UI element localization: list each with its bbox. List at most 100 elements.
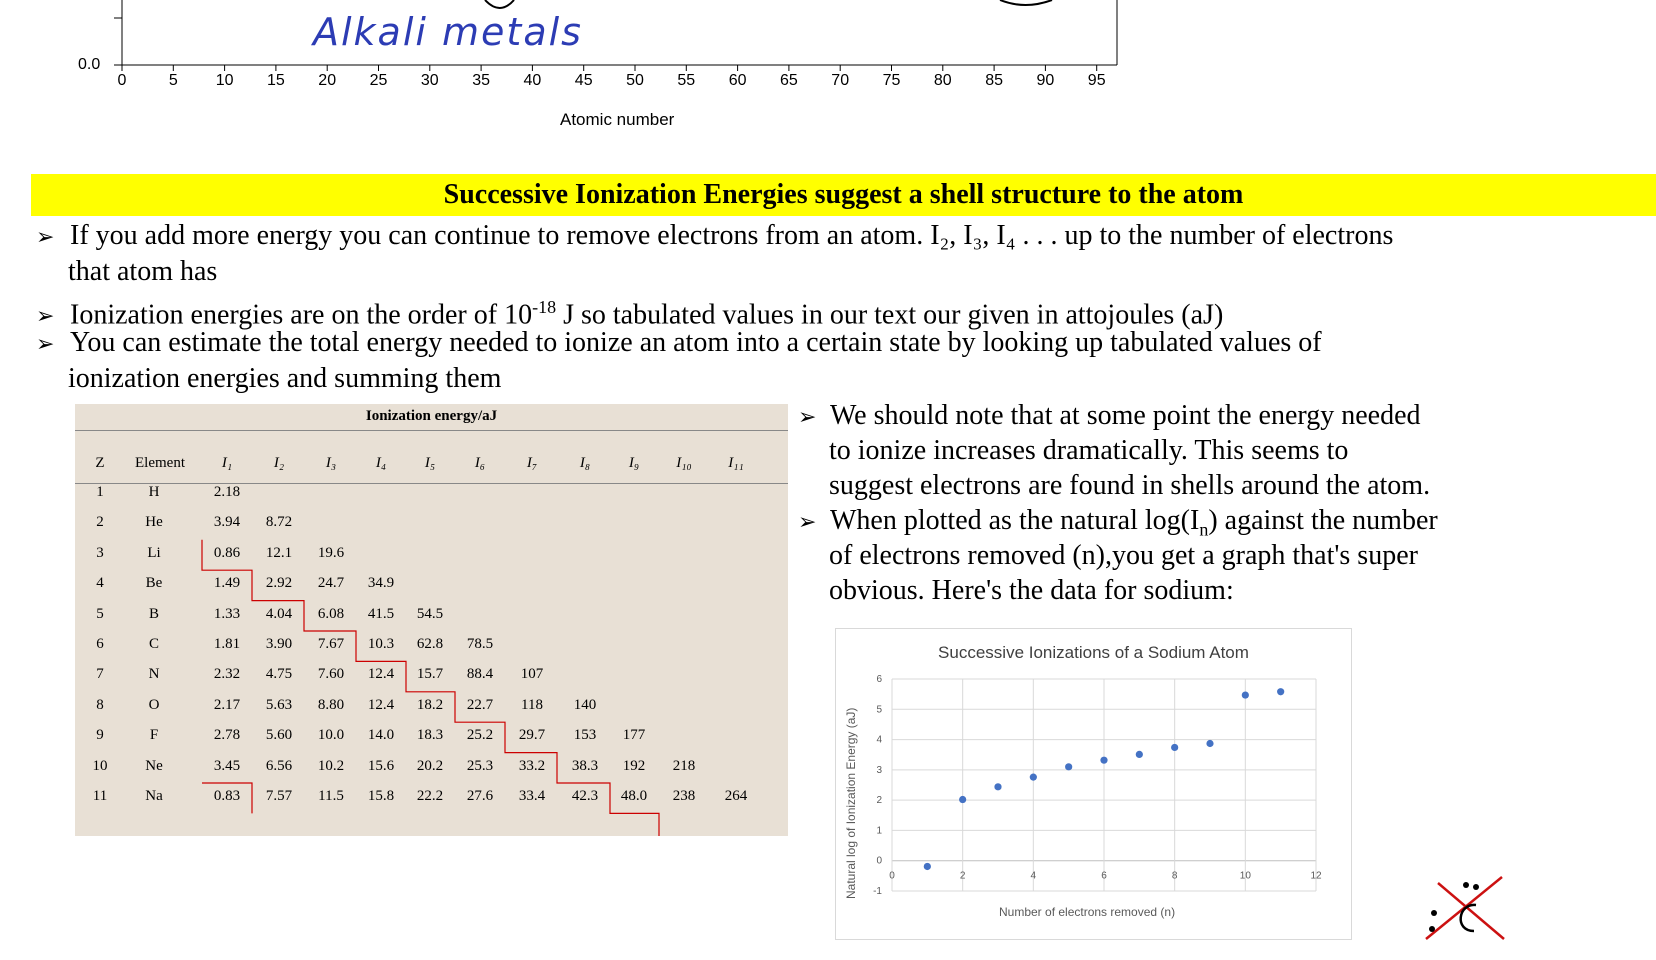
table-cell-value: 20.2 [416, 757, 444, 774]
table-cell-value: 22.2 [416, 788, 444, 804]
x-tick-label: 0 [889, 871, 895, 882]
table-cell-value: 4.04 [265, 605, 293, 622]
bullet-continuation: of electrons removed (n),you get a graph… [829, 540, 1418, 571]
col-header-z: Z [95, 455, 105, 471]
table-cell-value: 27.6 [466, 788, 494, 804]
data-point [1065, 763, 1073, 771]
table-cell-value: 15.7 [416, 666, 444, 683]
data-point [1241, 691, 1249, 699]
bullet-continuation: obvious. Here's the data for sodium: [829, 575, 1234, 606]
y-tick-label: 2 [876, 795, 882, 806]
table-cell-value: 0.83 [213, 788, 241, 804]
table-cell-z: 8 [96, 696, 104, 713]
table-cell-value: 38.3 [571, 757, 599, 774]
table-cell-z: 4 [96, 575, 104, 592]
x-tick-label: 0 [117, 72, 127, 89]
table-cell-value: 192 [622, 757, 646, 774]
bullet-attojoules: ➢ Ionization energies are on the order of… [36, 289, 1223, 335]
bullet-successive-ionization: ➢ If you add more energy you can continue… [36, 218, 1393, 256]
table-cell-value: 11.5 [318, 788, 344, 804]
x-tick-label: 10 [1240, 871, 1252, 882]
y-tick-label: 4 [876, 735, 882, 746]
data-point [994, 783, 1002, 791]
x-tick-label: 80 [933, 72, 952, 89]
table-cell-value: 2.92 [265, 575, 293, 592]
bullet-continuation: ionization energies and summing them [68, 363, 502, 394]
table-cell-z: 2 [96, 514, 104, 531]
bullet-text: When plotted as the natural log(I [830, 505, 1200, 536]
x-tick-label: 55 [677, 72, 696, 89]
x-tick-label: 60 [728, 72, 747, 89]
table-cell-value: 8.80 [317, 696, 345, 713]
table-cell-z: 9 [96, 727, 104, 744]
handwritten-x-mark-icon [1425, 876, 1505, 940]
section-banner: Successive Ionization Energies suggest a… [31, 174, 1656, 216]
ionization-energy-table: Ionization energy/aJ Z Element I₁ I₂ I₃ I₄ I… [75, 404, 788, 836]
table-cell-value: 2.32 [213, 666, 241, 683]
arrow-bullet-icon: ➢ [798, 405, 817, 430]
table-cell-value: 33.4 [518, 788, 546, 804]
table-cell-value: 264 [724, 788, 748, 804]
col-header-ion: I₉ [628, 455, 640, 471]
table-cell-element: H [148, 484, 160, 500]
col-header-element: Element [135, 455, 185, 471]
bullet-continuation: to ionize increases dramatically. This s… [829, 435, 1349, 466]
data-point [923, 862, 931, 871]
table-cell-value: 14.0 [367, 727, 395, 744]
table-cell-element: Li [147, 544, 161, 561]
table-cell-z: 3 [96, 544, 104, 561]
table-cell-value: 18.2 [416, 696, 444, 713]
table-cell-value: 12.1 [265, 544, 293, 561]
x-tick-label: 8 [1172, 871, 1178, 882]
table-cell-value: 48.0 [620, 788, 648, 804]
table-cell-z: 11 [92, 788, 108, 804]
table-cell-value: 5.60 [265, 727, 293, 744]
table-cell-value: 10.2 [317, 757, 345, 774]
chart-title: Successive Ionizations of a Sodium Atom [938, 643, 1249, 662]
data-point [959, 795, 967, 804]
col-header-ion: I₄ [375, 455, 387, 471]
x-tick-label: 15 [266, 72, 285, 89]
table-cell-value: 62.8 [416, 636, 444, 652]
bullet-natural-log: ➢ When plotted as the natural log(In) aga… [798, 503, 1438, 548]
arrow-bullet-icon: ➢ [36, 332, 55, 357]
data-point [1135, 750, 1143, 759]
table-cell-value: 1.33 [213, 605, 241, 622]
table-cell-value: 33.2 [518, 757, 546, 774]
table-cell-value: 107 [520, 666, 544, 683]
arrow-bullet-icon: ➢ [36, 225, 55, 250]
exponent: -18 [532, 297, 557, 317]
table-cell-z: 7 [96, 666, 104, 683]
table-cell-element: N [148, 666, 160, 683]
table-cell-value: 29.7 [518, 727, 546, 744]
table-cell-element: O [148, 696, 160, 713]
table-cell-element: Na [145, 788, 163, 804]
table-cell-value: 15.6 [367, 757, 395, 774]
x-tick-label: 4 [1031, 871, 1037, 882]
col-header-ion: I₇ [526, 455, 538, 471]
table-cell-value: 78.5 [466, 636, 494, 652]
table-cell-value: 5.63 [265, 696, 293, 713]
table-cell-value: 24.7 [317, 575, 345, 592]
y-zero-label: 0.0 [78, 56, 101, 73]
table-cell-element: B [148, 605, 159, 622]
data-point [1029, 773, 1037, 781]
data-point [1206, 739, 1214, 748]
bullet-continuation: that atom has [68, 256, 218, 287]
table-cell-value: 42.3 [571, 788, 599, 804]
chart-x-label: Number of electrons removed (n) [999, 905, 1176, 919]
table-cell-value: 0.86 [213, 544, 241, 561]
x-tick-label: 75 [882, 72, 901, 89]
x-tick-label: 35 [472, 72, 490, 89]
col-header-ion: I₃ [325, 455, 337, 471]
y-tick-label: 1 [876, 825, 882, 836]
table-cell-z: 5 [96, 605, 104, 622]
table-cell-value: 2.18 [213, 484, 241, 500]
data-point [1100, 756, 1108, 764]
table-cell-value: 177 [622, 727, 646, 744]
bullet-text: You can estimate the total energy needed… [70, 327, 1322, 358]
x-tick-label: 90 [1036, 72, 1055, 89]
table-cell-value: 25.2 [466, 727, 494, 744]
y-tick-label: 0 [876, 856, 882, 867]
table-cell-value: 3.94 [213, 514, 241, 531]
